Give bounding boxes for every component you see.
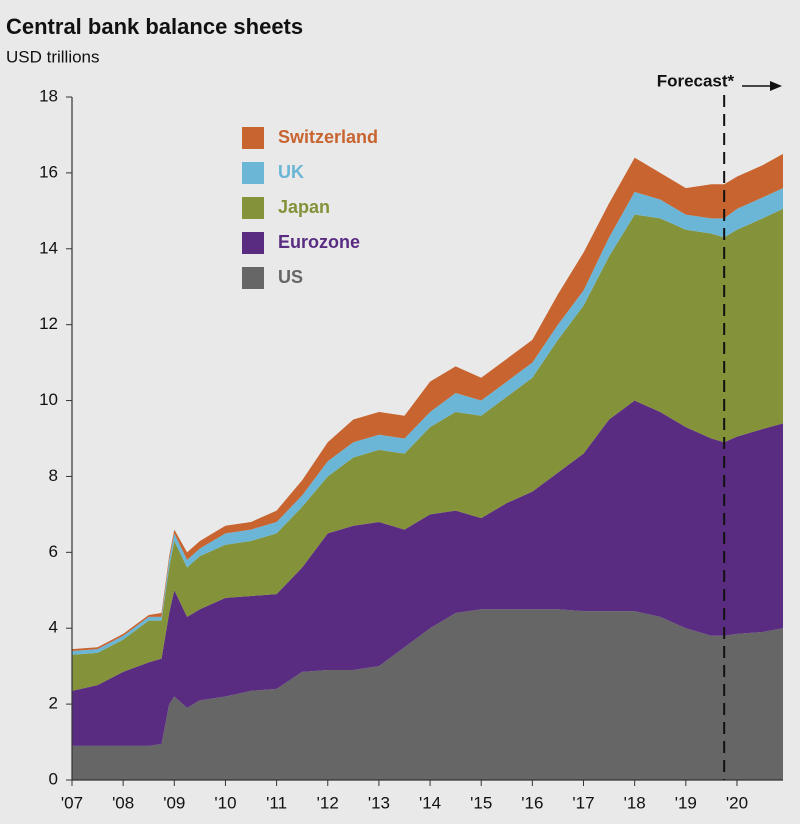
x-tick-label: '18 [624, 793, 646, 812]
y-tick-label: 16 [39, 162, 58, 181]
area [72, 153, 783, 651]
legend-label: US [278, 267, 303, 287]
legend-label: Japan [278, 197, 330, 217]
annotation: Forecast* [657, 71, 735, 90]
x-tick-label: '14 [419, 793, 441, 812]
area [72, 208, 783, 691]
y-tick-label: 14 [39, 238, 58, 257]
y-tick-label: 6 [49, 542, 58, 561]
y-tick-label: 18 [39, 86, 58, 105]
y-tick-label: 2 [49, 694, 58, 713]
area [72, 188, 783, 655]
x-tick-label: '15 [470, 793, 492, 812]
legend-label: Eurozone [278, 232, 360, 252]
chart-subtitle: USD trillions [6, 47, 100, 66]
y-tick-label: 8 [49, 466, 58, 485]
legend-label: Switzerland [278, 127, 378, 147]
area [72, 400, 783, 746]
y-tick-label: 12 [39, 314, 58, 333]
x-tick-label: '10 [214, 793, 236, 812]
x-tick-label: '07 [61, 793, 83, 812]
x-tick-label: '12 [317, 793, 339, 812]
arrow-head [770, 81, 782, 91]
x-tick-label: '11 [266, 793, 287, 812]
x-tick-label: '16 [521, 793, 543, 812]
area [72, 609, 783, 780]
legend-swatch [242, 232, 264, 254]
legend-swatch [242, 127, 264, 149]
y-tick-label: 10 [39, 390, 58, 409]
legend-swatch [242, 162, 264, 184]
legend-label: UK [278, 162, 304, 182]
chart-title: Central bank balance sheets [6, 14, 303, 39]
x-tick-label: '19 [675, 793, 697, 812]
x-tick-label: '17 [572, 793, 594, 812]
y-tick-label: 4 [49, 618, 58, 637]
legend-swatch [242, 267, 264, 289]
x-tick-label: '09 [163, 793, 185, 812]
x-tick-label: '20 [726, 793, 748, 812]
x-tick-label: '08 [112, 793, 134, 812]
y-tick-label: 0 [49, 769, 58, 788]
legend-swatch [242, 197, 264, 219]
x-tick-label: '13 [368, 793, 390, 812]
